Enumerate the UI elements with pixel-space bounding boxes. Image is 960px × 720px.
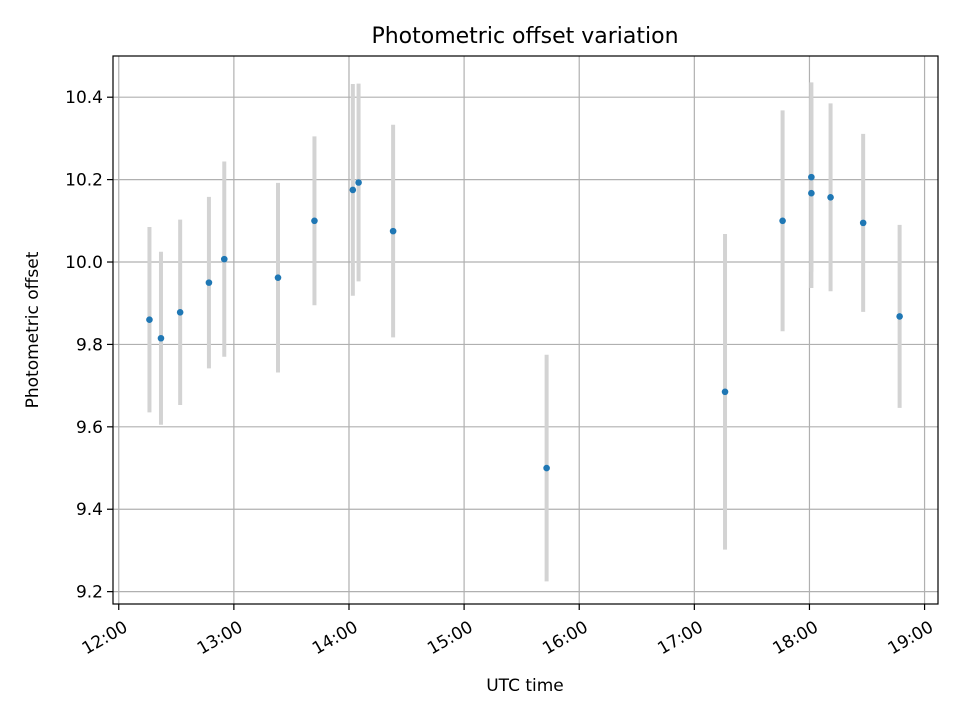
data-point bbox=[389, 227, 397, 235]
data-point bbox=[220, 255, 228, 263]
grid bbox=[113, 56, 938, 604]
x-tick-label: 12:00 bbox=[79, 617, 131, 659]
data-point bbox=[859, 219, 867, 227]
chart-title: Photometric offset variation bbox=[371, 24, 678, 49]
error-bars bbox=[147, 82, 902, 582]
data-point bbox=[176, 308, 184, 316]
data-point bbox=[205, 279, 213, 286]
y-tick-label: 9.2 bbox=[76, 583, 103, 603]
data-point bbox=[157, 334, 165, 342]
plot-frame bbox=[112, 55, 939, 605]
y-tick-label: 10.2 bbox=[65, 171, 103, 191]
y-axis-label: Photometric offset bbox=[23, 251, 43, 408]
data-point bbox=[896, 313, 903, 320]
x-tick-label: 19:00 bbox=[885, 617, 937, 659]
data-point bbox=[808, 173, 815, 181]
data-point bbox=[311, 217, 318, 225]
data-point bbox=[779, 217, 786, 225]
y-tick-label: 9.4 bbox=[76, 500, 103, 520]
y-tick-label: 10.4 bbox=[65, 88, 103, 108]
x-axis-ticks: 12:00 13:00 14:00 15:00 16:00 17:00 18:00 19:00 bbox=[79, 604, 937, 659]
data-point bbox=[274, 274, 282, 281]
data-point bbox=[146, 316, 153, 323]
y-tick-label: 10.0 bbox=[65, 253, 103, 273]
data-point bbox=[543, 464, 550, 472]
x-tick-label: 18:00 bbox=[769, 617, 821, 659]
x-tick-label: 17:00 bbox=[654, 617, 706, 659]
data-point bbox=[827, 194, 834, 201]
x-axis-label: UTC time bbox=[486, 676, 564, 696]
data-point bbox=[808, 189, 815, 197]
data-point bbox=[355, 179, 362, 186]
data-point bbox=[349, 186, 357, 194]
y-tick-label: 9.6 bbox=[76, 418, 103, 438]
x-tick-label: 14:00 bbox=[309, 617, 361, 659]
data-points bbox=[146, 173, 903, 472]
y-tick-label: 9.8 bbox=[76, 335, 103, 355]
y-axis-ticks: 9.2 9.4 9.6 9.8 10.0 10.2 10.4 bbox=[65, 88, 113, 603]
data-point bbox=[721, 388, 729, 396]
x-tick-label: 16:00 bbox=[539, 617, 591, 659]
x-tick-label: 15:00 bbox=[424, 617, 476, 659]
x-tick-label: 13:00 bbox=[194, 617, 246, 659]
